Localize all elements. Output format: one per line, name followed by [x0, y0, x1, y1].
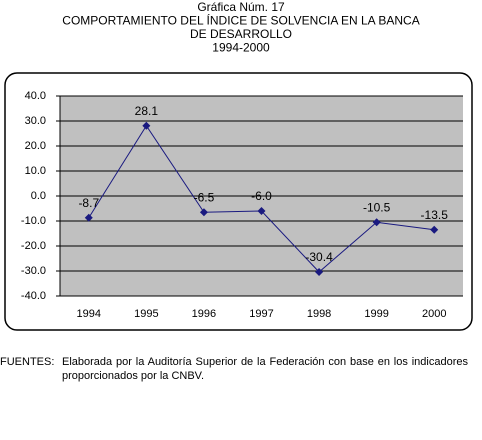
x-tick-label: 1996 — [192, 308, 216, 320]
data-label: 28.1 — [135, 104, 159, 118]
point-marker — [372, 218, 381, 227]
point-marker — [257, 207, 266, 215]
x-tick-label: 1994 — [77, 308, 101, 320]
title-line: Gráfica Núm. 17 — [197, 0, 285, 14]
x-tick-label: 2000 — [422, 308, 446, 320]
title-line: COMPORTAMIENTO DEL ÍNDICE DE SOLVENCIA E… — [62, 13, 419, 28]
data-label: -30.4 — [305, 250, 333, 264]
point-marker — [142, 121, 151, 130]
footnote-text: Elaborada por la Auditoría Superior de l… — [62, 356, 468, 382]
y-tick-label: -10.0 — [21, 215, 46, 227]
point-marker — [430, 225, 439, 234]
y-tick-label: 20.0 — [25, 140, 46, 152]
data-label: -8.7 — [78, 196, 99, 210]
x-tick-label: 1997 — [249, 308, 273, 320]
y-tick-label: 30.0 — [25, 115, 46, 127]
point-marker — [199, 208, 208, 217]
y-tick-label: 40.0 — [25, 90, 46, 102]
y-tick-label: -30.0 — [21, 265, 46, 277]
data-label: -10.5 — [363, 200, 391, 214]
y-tick-label: -40.0 — [21, 290, 46, 302]
data-label: -6.0 — [251, 189, 272, 203]
x-tick-label: 1998 — [307, 308, 331, 320]
y-tick-label: -20.0 — [21, 240, 46, 252]
data-label: -6.5 — [194, 190, 215, 204]
y-tick-label: 0.0 — [31, 190, 46, 202]
point-marker — [84, 213, 93, 222]
footnote-label: FUENTES: — [0, 356, 55, 368]
title-line: DE DESARROLLO — [190, 27, 292, 41]
title-line: 1994-2000 — [212, 41, 270, 55]
x-tick-label: 1995 — [134, 308, 158, 320]
point-marker — [315, 268, 324, 276]
y-tick-label: 10.0 — [25, 165, 46, 177]
x-tick-label: 1999 — [364, 308, 388, 320]
data-label: -13.5 — [421, 208, 449, 222]
